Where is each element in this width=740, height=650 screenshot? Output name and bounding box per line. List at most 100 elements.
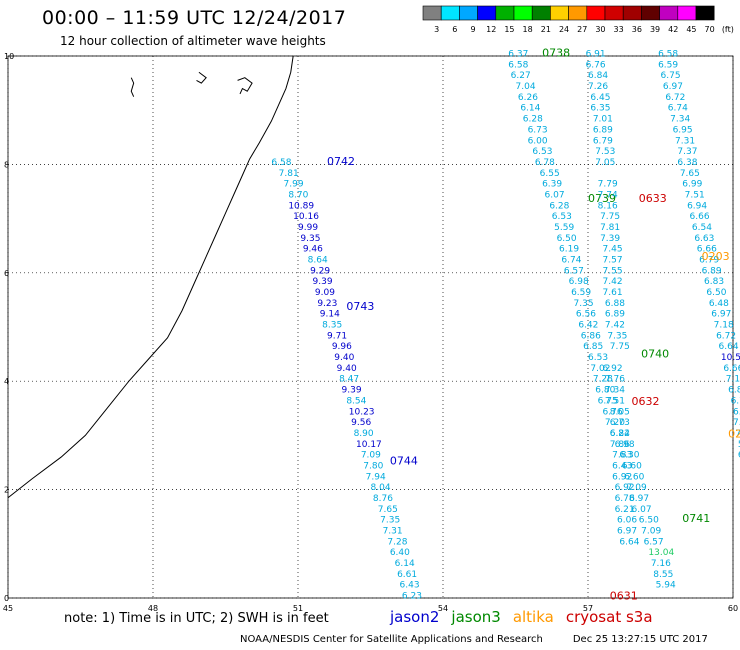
wave-height-value: 6.57: [564, 266, 584, 276]
wave-height-value: 6.37: [508, 50, 528, 60]
wave-height-value: 8.04: [371, 483, 391, 493]
wave-height-value: 9.40: [337, 364, 357, 374]
x-tick-label: 54: [438, 604, 448, 613]
wave-height-value: 8.54: [346, 396, 366, 406]
wave-height-value: 9.29: [310, 266, 330, 276]
legend-item: jason2: [390, 608, 440, 626]
wave-height-value: 10.17: [356, 440, 382, 450]
wave-height-value: 13.04: [648, 548, 674, 558]
y-tick-label: 2: [4, 486, 9, 495]
wave-height-value: 6.00: [528, 136, 548, 146]
legend-item: jason3: [451, 608, 501, 626]
wave-height-value: 8.16: [598, 201, 618, 211]
wave-height-value: 6.75: [598, 396, 618, 406]
color-scale-label: 30: [595, 25, 605, 34]
wave-height-value: 7.35: [380, 516, 400, 526]
wave-height-value: 10.54: [721, 353, 740, 363]
wave-height-value: 6.43: [400, 581, 420, 591]
wave-height-value: 6.53: [588, 353, 608, 363]
wave-height-value: 6.86: [581, 331, 601, 341]
wave-height-value: 6.70: [731, 396, 740, 406]
pass-time-label: 0742: [327, 155, 355, 168]
wave-height-value: 7.34: [670, 115, 690, 125]
wave-height-value: 6.28: [549, 201, 569, 211]
wave-height-value: 6.79: [699, 256, 719, 266]
wave-height-value: 7.55: [603, 266, 623, 276]
wave-height-value: 6.79: [593, 136, 613, 146]
wave-height-value: 7.81: [279, 169, 299, 179]
wave-height-value: 7.34: [605, 386, 625, 396]
coastline: [7, 55, 294, 499]
wave-height-value: 6.27: [511, 71, 531, 81]
wave-height-value: 7.26: [588, 82, 608, 92]
satellite-legend: jason2 jason3 altika cryosat s3a: [390, 608, 665, 626]
pass-time-label: 0739: [588, 192, 616, 205]
wave-height-value: 7.31: [383, 527, 403, 537]
wave-height-value: 6.06: [617, 516, 637, 526]
wave-height-value: 7.04: [516, 82, 536, 92]
wave-height-value: 9.14: [320, 310, 340, 320]
wave-height-value: 6.22: [610, 429, 630, 439]
wave-height-value: 6.66: [697, 245, 717, 255]
wave-height-value: 8.05: [610, 407, 630, 417]
wave-height-value: 7.75: [610, 342, 630, 352]
footnote: note: 1) Time is in UTC; 2) SWH is in fe…: [64, 611, 329, 626]
wave-height-value: 5.59: [554, 223, 574, 233]
wave-height-value: 7.28: [593, 375, 613, 385]
wave-height-value: 6.76: [603, 407, 623, 417]
wave-height-value: 9.39: [313, 277, 333, 287]
y-tick-label: 0: [4, 594, 9, 603]
wave-height-value: 6.26: [518, 93, 538, 103]
wave-height-value: 7.05: [595, 158, 615, 168]
wave-height-value: 6.78: [615, 494, 635, 504]
color-scale-label: 42: [668, 25, 678, 34]
wave-height-value: 6.75: [661, 71, 681, 81]
wave-height-value: 6.60: [622, 461, 642, 471]
wave-height-value: 6.80: [595, 386, 615, 396]
color-scale-swatch: [695, 5, 715, 21]
x-tick-label: 51: [293, 604, 303, 613]
wave-height-value: 6.73: [610, 418, 630, 428]
wave-height-value: 6.55: [540, 169, 560, 179]
wave-height-value: 6.39: [542, 180, 562, 190]
wave-height-value: 7.76: [605, 375, 625, 385]
wave-height-value: 6.98: [615, 440, 635, 450]
wave-height-value: 7.79: [598, 180, 618, 190]
wave-height-value: 6.74: [668, 104, 688, 114]
wave-height-value: 6.53: [532, 147, 552, 157]
wave-height-value: 6.85: [583, 342, 603, 352]
pass-time-label: 0632: [632, 395, 660, 408]
pass-time-label: 0743: [346, 300, 374, 313]
color-scale-label: 21: [541, 25, 551, 34]
wave-height-value: 7.94: [366, 472, 386, 482]
wave-height-value: 7.01: [593, 115, 613, 125]
wave-height-value: 6.78: [535, 158, 555, 168]
color-scale-label: 70: [705, 25, 715, 34]
wave-height-value: 6.60: [624, 472, 644, 482]
wave-height-value: 6.87: [728, 386, 740, 396]
wave-height-value: 9.23: [317, 299, 337, 309]
x-tick-label: 45: [3, 604, 13, 613]
wave-height-value: 8.47: [339, 375, 359, 385]
wave-height-value: 6.58: [658, 50, 678, 60]
color-scale-label: 45: [686, 25, 696, 34]
wave-height-value: 6.40: [390, 548, 410, 558]
wave-height-value: 9.71: [327, 331, 347, 341]
color-scale-label: 27: [577, 25, 587, 34]
wave-height-value: 7.70: [733, 418, 740, 428]
wave-height-value: 7.20: [605, 418, 625, 428]
wave-height-value: 6.42: [578, 321, 598, 331]
wave-height-value: 6.84: [610, 429, 630, 439]
wave-height-value: 6.73: [528, 125, 548, 135]
pass-time-label: 0631: [610, 590, 638, 603]
wave-height-value: 8.90: [354, 429, 374, 439]
wave-height-value: 6.58: [508, 60, 528, 70]
wave-height-value: 6.28: [523, 115, 543, 125]
wave-height-value: 6.19: [559, 245, 579, 255]
wave-height-value: 8.76: [373, 494, 393, 504]
wave-height-value: 6.92: [603, 364, 623, 374]
wave-height-value: 6.95: [673, 125, 693, 135]
wave-height-value: 6.43: [612, 461, 632, 471]
wave-height-value: 7.17: [726, 375, 740, 385]
wave-height-value: 7.28: [387, 537, 407, 547]
